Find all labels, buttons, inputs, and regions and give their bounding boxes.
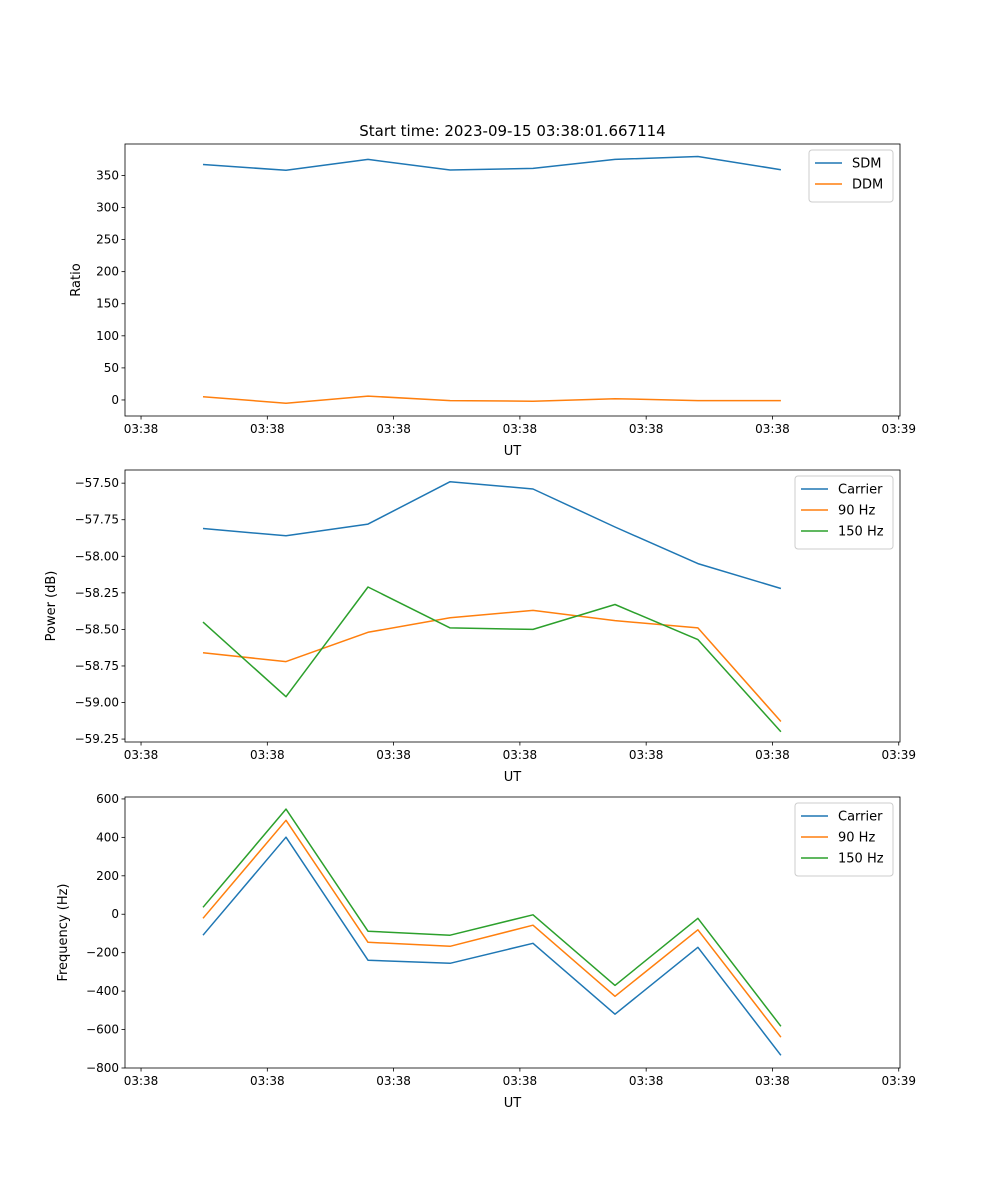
x-tick-label: 03:39 — [881, 748, 916, 762]
legend-label: 90 Hz — [838, 831, 875, 846]
x-axis-label: UT — [504, 444, 522, 459]
y-tick-label: 250 — [96, 233, 119, 247]
series-line-90-hz — [202, 819, 782, 1038]
y-tick-label: 600 — [96, 792, 119, 806]
y-tick-label: −58.75 — [75, 659, 119, 673]
x-tick-label: 03:38 — [250, 748, 285, 762]
series-line-ddm — [202, 395, 781, 404]
x-tick-label: 03:38 — [124, 1074, 159, 1088]
legend-label: 90 Hz — [838, 504, 875, 519]
legend-label: Carrier — [838, 810, 883, 825]
series-line-150-hz — [202, 808, 782, 1027]
axes-frame — [124, 469, 901, 743]
y-axis-label: Frequency (Hz) — [56, 883, 71, 981]
x-tick-label: 03:39 — [881, 422, 916, 436]
y-tick-label: 50 — [104, 361, 119, 375]
legend-label: DDM — [852, 178, 883, 193]
x-tick-label: 03:38 — [503, 748, 538, 762]
y-axis-label: Ratio — [69, 263, 84, 296]
legend-label: 150 Hz — [838, 852, 884, 867]
x-axis-label: UT — [504, 770, 522, 785]
y-tick-label: 0 — [111, 393, 119, 407]
x-tick-label: 03:38 — [376, 422, 411, 436]
x-tick-label: 03:38 — [755, 1074, 790, 1088]
legend-label: 150 Hz — [838, 525, 884, 540]
legend-label: Carrier — [838, 483, 883, 498]
legend: Carrier 90 Hz 150 Hz — [794, 802, 894, 877]
y-tick-label: −58.50 — [75, 622, 119, 636]
y-tick-label: −600 — [86, 1023, 119, 1037]
x-tick-label: 03:38 — [124, 748, 159, 762]
series-line-carrier — [202, 836, 782, 1056]
legend-label: SDM — [852, 157, 881, 172]
x-tick-label: 03:38 — [629, 748, 664, 762]
x-tick-label: 03:39 — [881, 1074, 916, 1088]
x-tick-label: 03:38 — [250, 1074, 285, 1088]
x-tick-label: 03:38 — [629, 422, 664, 436]
x-tick-label: 03:38 — [124, 422, 159, 436]
subplot-1: 03:38 03:38 03:38 03:38 03:38 03:38 03:39 0 50 10… — [69, 122, 916, 459]
x-tick-label: 03:38 — [376, 1074, 411, 1088]
y-tick-label: −59.25 — [75, 732, 119, 746]
y-tick-label: −200 — [86, 946, 119, 960]
y-tick-label: 200 — [96, 869, 119, 883]
y-tick-label: 200 — [96, 265, 119, 279]
x-tick-label: 03:38 — [755, 748, 790, 762]
chart-title: Start time: 2023-09-15 03:38:01.667114 — [359, 122, 665, 140]
y-tick-label: 100 — [96, 329, 119, 343]
x-tick-label: 03:38 — [250, 422, 285, 436]
axes-frame — [124, 143, 901, 417]
y-tick-label: −59.00 — [75, 696, 119, 710]
y-axis-label: Power (dB) — [44, 571, 59, 642]
series-line-90-hz — [202, 609, 782, 722]
y-tick-label: −58.00 — [75, 549, 119, 563]
series-line-carrier — [202, 480, 782, 590]
legend: SDM DDM — [808, 149, 894, 203]
y-tick-label: 0 — [111, 907, 119, 921]
y-tick-label: −58.25 — [75, 586, 119, 600]
y-tick-label: 350 — [96, 168, 119, 182]
subplot-2: 03:38 03:38 03:38 03:38 03:38 03:38 03:39 −57.5… — [44, 469, 916, 785]
y-tick-label: 300 — [96, 201, 119, 215]
y-tick-label: −800 — [86, 1061, 119, 1075]
y-tick-label: −57.75 — [75, 513, 119, 527]
x-tick-label: 03:38 — [629, 1074, 664, 1088]
axes-frame — [124, 796, 901, 1069]
x-tick-label: 03:38 — [755, 422, 790, 436]
y-tick-label: −400 — [86, 984, 119, 998]
y-tick-label: 400 — [96, 830, 119, 844]
subplot-3: 03:38 03:38 03:38 03:38 03:38 03:38 03:39 600 40… — [56, 792, 916, 1111]
y-tick-label: −57.50 — [75, 476, 119, 490]
x-tick-label: 03:38 — [376, 748, 411, 762]
series-line-150-hz — [202, 586, 782, 733]
x-axis-label: UT — [504, 1096, 522, 1111]
y-tick-label: 150 — [96, 297, 119, 311]
x-tick-label: 03:38 — [503, 422, 538, 436]
x-tick-label: 03:38 — [503, 1074, 538, 1088]
series-line-sdm — [202, 155, 782, 172]
legend: Carrier 90 Hz 150 Hz — [794, 475, 894, 550]
